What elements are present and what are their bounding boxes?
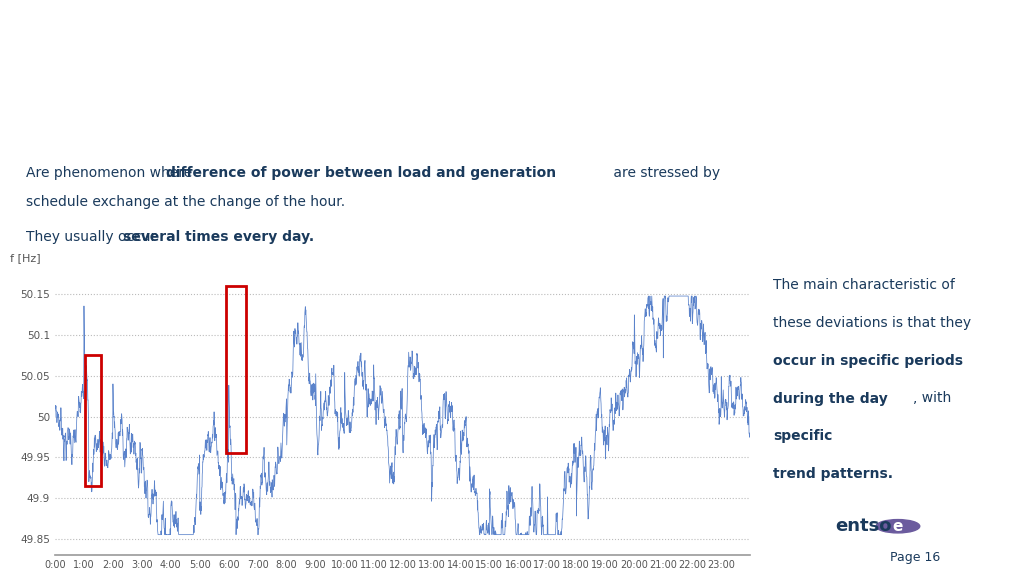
Text: Input data: Input data bbox=[23, 65, 130, 84]
Text: Are phenomenon where: Are phenomenon where bbox=[26, 165, 197, 180]
Text: difference of power between load and generation: difference of power between load and gen… bbox=[166, 165, 556, 180]
Text: specific: specific bbox=[773, 429, 833, 444]
Bar bbox=[85, 355, 101, 486]
Text: Page 16: Page 16 bbox=[890, 551, 940, 564]
Text: several times every day.: several times every day. bbox=[123, 230, 313, 244]
Text: , with: , with bbox=[913, 392, 951, 406]
Text: schedule exchange at the change of the hour.: schedule exchange at the change of the h… bbox=[26, 195, 345, 209]
Text: They usually occur: They usually occur bbox=[26, 230, 161, 244]
Text: The main characteristic of: The main characteristic of bbox=[773, 278, 954, 292]
Bar bbox=[226, 286, 246, 453]
Text: e: e bbox=[893, 519, 903, 534]
Circle shape bbox=[877, 520, 920, 533]
Text: CBA Methodology Proposal: CBA Methodology Proposal bbox=[23, 28, 425, 54]
Text: f [Hz]: f [Hz] bbox=[10, 253, 41, 263]
Text: trend patterns.: trend patterns. bbox=[773, 467, 893, 481]
Text: these deviations is that they: these deviations is that they bbox=[773, 316, 971, 330]
Text: 1. Deterministic frequency deviations: 1. Deterministic frequency deviations bbox=[30, 110, 399, 128]
Text: during the day: during the day bbox=[773, 392, 888, 406]
Text: entso: entso bbox=[836, 517, 892, 535]
Text: occur in specific periods: occur in specific periods bbox=[773, 354, 963, 367]
Text: are stressed by: are stressed by bbox=[609, 165, 720, 180]
